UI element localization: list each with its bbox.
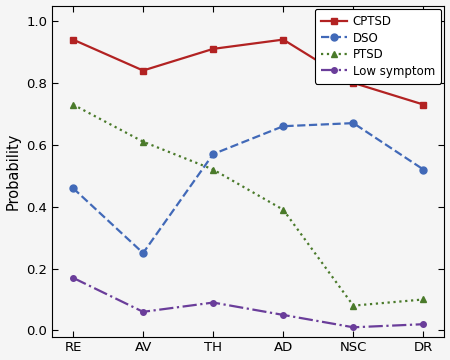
Low symptom [421, 322, 426, 327]
Low symptom [140, 310, 146, 314]
Line: DSO: DSO [70, 120, 427, 257]
DSO [211, 152, 216, 156]
CPTSD [280, 37, 286, 42]
PTSD [140, 140, 146, 144]
Line: CPTSD: CPTSD [70, 36, 427, 108]
Low symptom [280, 313, 286, 317]
CPTSD [140, 68, 146, 73]
DSO [70, 186, 76, 190]
PTSD [351, 303, 356, 308]
PTSD [280, 208, 286, 212]
Y-axis label: Probability: Probability [5, 132, 21, 210]
PTSD [421, 297, 426, 302]
Low symptom [351, 325, 356, 329]
Low symptom [70, 276, 76, 280]
DSO [421, 167, 426, 172]
PTSD [211, 167, 216, 172]
CPTSD [351, 81, 356, 85]
CPTSD [211, 47, 216, 51]
DSO [351, 121, 356, 125]
CPTSD [70, 37, 76, 42]
CPTSD [421, 102, 426, 107]
Line: Low symptom: Low symptom [70, 275, 426, 330]
PTSD [70, 102, 76, 107]
Low symptom [211, 300, 216, 305]
DSO [280, 124, 286, 129]
Legend: CPTSD, DSO, PTSD, Low symptom: CPTSD, DSO, PTSD, Low symptom [315, 9, 441, 84]
DSO [140, 251, 146, 255]
Line: PTSD: PTSD [70, 101, 427, 309]
